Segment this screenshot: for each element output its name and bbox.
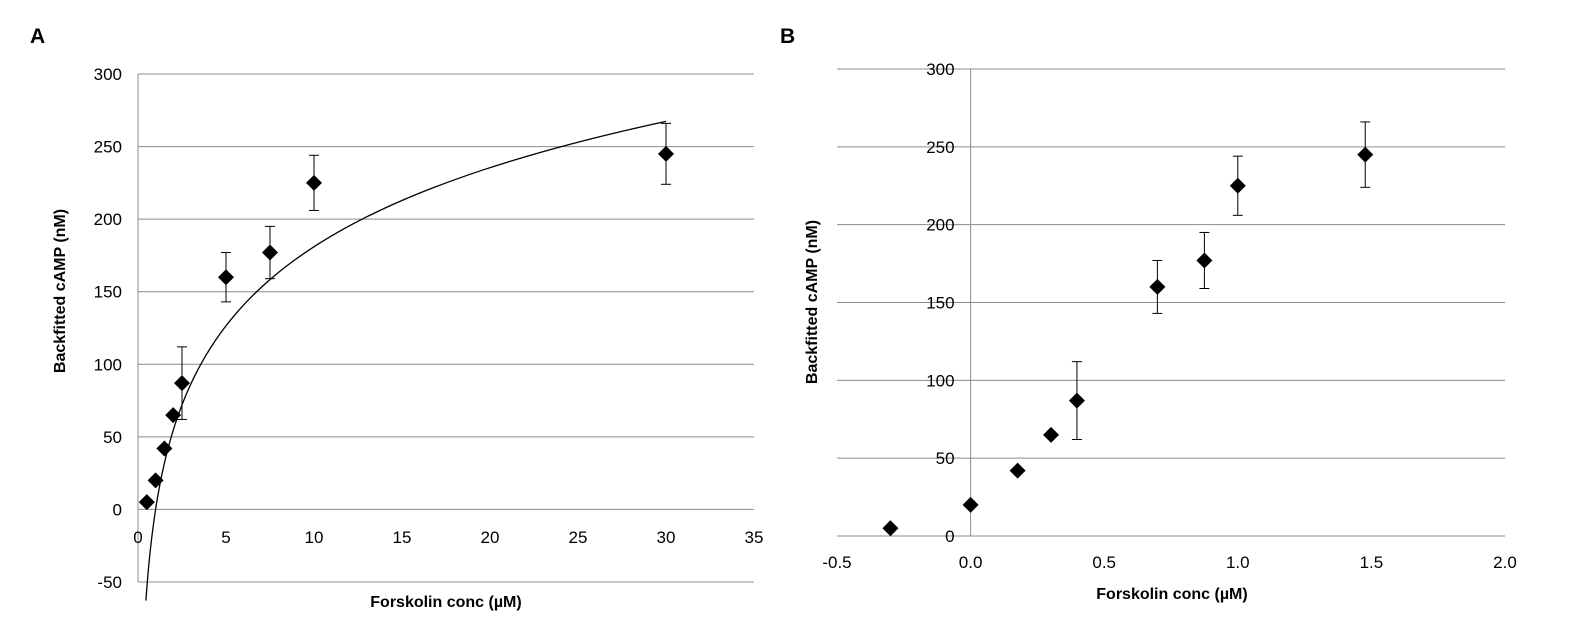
chart-a-x-tick-labels: 0 5 10 15 20 25 30 35: [133, 528, 763, 547]
chart-a-x-tick-label: 5: [221, 528, 230, 547]
chart-a-y-tick-label: 250: [94, 138, 122, 157]
chart-a-y-tick-label: 200: [94, 210, 122, 229]
chart-a-x-tick-label: 25: [569, 528, 588, 547]
chart-a-error-bars: [177, 122, 671, 420]
chart-b-y-tick-label: 100: [926, 371, 954, 390]
chart-a-x-tick-label: 35: [745, 528, 764, 547]
chart-a-gridlines: [138, 73, 754, 583]
chart-a-data-point: [138, 494, 155, 511]
chart-b-gridlines: [837, 68, 1505, 537]
chart-b-data-point: [1196, 252, 1213, 269]
chart-b-x-tick-label: 0.5: [1092, 553, 1116, 572]
chart-a-y-tick-label: -50: [97, 573, 122, 592]
chart-a-data-point: [262, 244, 278, 261]
chart-a-y-axis-title: Backfitted cAMP (nM): [52, 209, 69, 373]
chart-a-data-point: [156, 440, 173, 457]
chart-b-error-bars: [1071, 121, 1371, 440]
chart-a-data-point: [218, 269, 234, 286]
chart-a-x-axis-title: Forskolin conc (µM): [370, 594, 521, 611]
chart-panel-b: B 0 50 100 150 200 250 300 -0.5 0.0 0.5 1.0 1.5 2.0…: [780, 25, 1517, 603]
chart-a-y-tick-labels: -50 0 50 100 150 200 250 300: [94, 65, 122, 592]
chart-a-x-tick-label: 30: [657, 528, 676, 547]
chart-b-x-tick-labels: -0.5 0.0 0.5 1.0 1.5 2.0: [822, 553, 1516, 572]
chart-a-data-point: [165, 407, 182, 424]
chart-a-x-tick-label: 0: [133, 528, 142, 547]
chart-b-data-point: [1009, 462, 1026, 479]
chart-b-x-tick-label: -0.5: [822, 553, 851, 572]
panel-label-b: B: [780, 25, 795, 48]
chart-a-y-tick-label: 150: [94, 283, 122, 302]
chart-b-y-tick-label: 150: [926, 294, 954, 313]
chart-b-x-tick-label: 2.0: [1493, 553, 1517, 572]
chart-a-data-point: [306, 174, 322, 191]
chart-b-x-tick-label: 1.0: [1226, 553, 1250, 572]
chart-a-x-tick-label: 20: [481, 528, 500, 547]
chart-b-y-tick-label: 50: [936, 449, 955, 468]
chart-b-data-point: [1357, 146, 1374, 163]
chart-b-data-point: [962, 496, 979, 513]
chart-b-data-point: [1043, 426, 1060, 443]
chart-b-y-tick-label: 250: [926, 138, 954, 157]
chart-b-data-point: [1229, 177, 1246, 194]
chart-a-fit-curve: [145, 120, 667, 601]
chart-a-y-tick-label: 50: [103, 428, 122, 447]
chart-a-x-tick-label: 15: [393, 528, 412, 547]
chart-b-y-tick-label: 200: [926, 216, 954, 235]
chart-b-x-tick-label: 0.0: [959, 553, 983, 572]
chart-a-y-tick-label: 100: [94, 355, 122, 374]
panel-label-a: A: [30, 25, 45, 48]
chart-a-data-point: [658, 145, 674, 162]
chart-b-data-point: [882, 520, 899, 537]
chart-b-data-point: [1149, 278, 1166, 295]
chart-b-y-axis-title: Backfitted cAMP (nM): [804, 220, 821, 384]
chart-a-x-tick-label: 10: [305, 528, 324, 547]
chart-panel-a: A -50 0 50 100 150 200 250 300 0 5 10 15 20 25 30 35 F…: [30, 25, 763, 611]
chart-b-data-point: [1068, 392, 1085, 409]
chart-a-data-points: [138, 145, 674, 511]
chart-a-data-point: [147, 472, 164, 489]
chart-b-x-tick-label: 1.5: [1360, 553, 1384, 572]
chart-b-y-tick-label: 0: [945, 527, 954, 546]
chart-b-data-points: [882, 146, 1374, 537]
chart-a-y-tick-label: 300: [94, 65, 122, 84]
chart-a-data-point: [174, 375, 190, 392]
chart-b-x-axis-title: Forskolin conc (µM): [1096, 586, 1247, 603]
chart-a-y-tick-label: 0: [113, 500, 122, 519]
chart-b-y-tick-labels: 0 50 100 150 200 250 300: [926, 60, 954, 546]
chart-b-y-tick-label: 300: [926, 60, 954, 79]
